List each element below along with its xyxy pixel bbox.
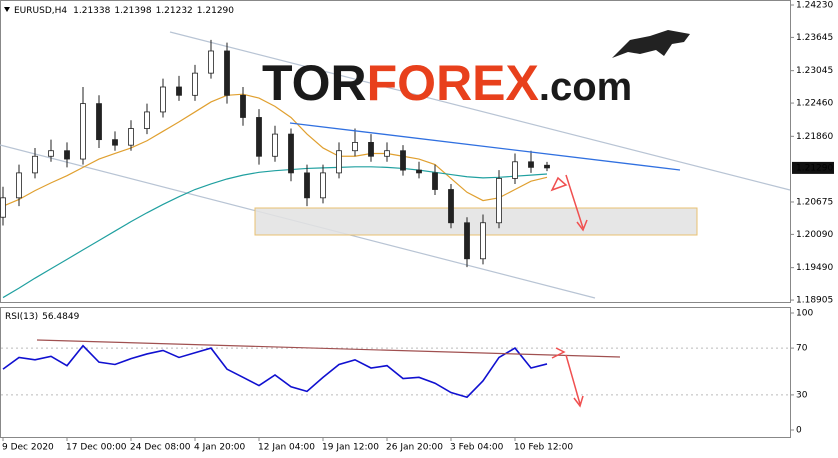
x-tick-label: 4 Jan 20:00	[194, 443, 246, 453]
candle-body	[544, 164, 550, 169]
low: 1.21232	[156, 6, 193, 16]
candle-body	[176, 86, 182, 96]
x-tick-label: 9 Dec 2020	[2, 443, 54, 453]
candle-body	[400, 150, 406, 171]
y-tick-label: 1.20675	[796, 197, 833, 207]
moving-average	[2, 166, 548, 299]
candle-body	[512, 161, 518, 179]
candle-body	[448, 189, 454, 224]
x-tick-label: 17 Dec 00:00	[66, 443, 127, 453]
rsi-arrow	[551, 347, 584, 408]
trend-line	[289, 122, 681, 171]
candle-body	[0, 197, 6, 218]
x-tick-label: 10 Feb 12:00	[514, 443, 573, 453]
rsi-line	[2, 344, 548, 399]
candle-body	[320, 172, 326, 199]
y-tick-label: 1.24230	[796, 0, 833, 10]
close: 1.21290	[197, 6, 234, 16]
main-panel	[0, 0, 791, 303]
y-tick-label: 70	[796, 344, 808, 354]
rsi-trend-line	[36, 339, 621, 358]
y-tick-label: 30	[796, 390, 808, 400]
candle-body	[272, 133, 278, 157]
candle-body	[496, 178, 502, 224]
y-tick-label: 0	[796, 426, 802, 436]
x-tick-label: 3 Feb 04:00	[450, 443, 504, 453]
candle-body	[432, 172, 438, 190]
y-tick-label: 1.18905	[796, 296, 833, 306]
moving-average	[2, 93, 548, 207]
logo: TORFOREX.com	[262, 55, 632, 111]
chart-header: EURUSD,H4 1.21338 1.21398 1.21232 1.21290	[14, 6, 234, 16]
candle-body	[48, 150, 54, 157]
rsi-value: 56.4849	[42, 312, 79, 322]
candle-body	[208, 50, 214, 74]
candle-body	[416, 169, 422, 174]
symbol: EURUSD,H4	[14, 6, 67, 16]
y-tick-label: 1.19490	[796, 263, 833, 273]
logo-part: .com	[539, 65, 632, 109]
price-box	[792, 161, 834, 174]
price-label: 1.21290	[796, 163, 833, 173]
candle-body	[336, 150, 342, 174]
candle-body	[96, 103, 102, 141]
high: 1.21398	[114, 6, 151, 16]
candle-body	[192, 72, 198, 96]
y-tick-label: 1.22460	[796, 99, 833, 109]
rsi-header: RSI(13) 56.4849	[5, 312, 80, 322]
logo-part: TOR	[262, 55, 367, 111]
forecast-arrow	[550, 174, 584, 229]
candle-body	[128, 128, 134, 146]
candle-body	[64, 150, 70, 160]
candle-body	[528, 161, 534, 168]
candle-body	[480, 222, 486, 260]
x-tick-label: 19 Jan 12:00	[322, 443, 379, 453]
candle-body	[304, 172, 310, 199]
x-tick-label: 12 Jan 04:00	[258, 443, 315, 453]
candle-body	[144, 111, 150, 129]
y-tick-label: 1.20090	[796, 230, 833, 240]
open: 1.21338	[73, 6, 110, 16]
candle-body	[256, 117, 262, 157]
x-tick-label: 24 Dec 08:00	[130, 443, 191, 453]
candle-body	[16, 172, 22, 199]
logo-part: FOREX	[367, 55, 539, 111]
candle-body	[288, 133, 294, 174]
candle-body	[112, 139, 118, 146]
candle-body	[464, 222, 470, 260]
support-zone	[254, 207, 698, 236]
x-tick-label: 26 Jan 20:00	[386, 443, 443, 453]
arrow-head	[576, 219, 588, 232]
candle-body	[240, 94, 246, 118]
y-tick-label: 100	[796, 309, 813, 319]
candle-body	[80, 103, 86, 160]
candle-body	[352, 142, 358, 152]
menu-triangle[interactable]	[4, 7, 10, 12]
y-tick-label: 1.23045	[796, 66, 833, 76]
y-tick-label: 1.21860	[796, 132, 833, 142]
y-tick-label: 1.23645	[796, 33, 833, 43]
candle-body	[368, 142, 374, 157]
channel-upper	[169, 31, 791, 191]
logo-bull	[612, 30, 690, 58]
rsi-panel	[0, 307, 791, 438]
candle-body	[224, 50, 230, 96]
candle-body	[32, 155, 38, 174]
candle-body	[384, 150, 390, 157]
rsi-title: RSI(13)	[5, 312, 38, 322]
candle-body	[160, 86, 166, 113]
plot	[0, 39, 790, 399]
